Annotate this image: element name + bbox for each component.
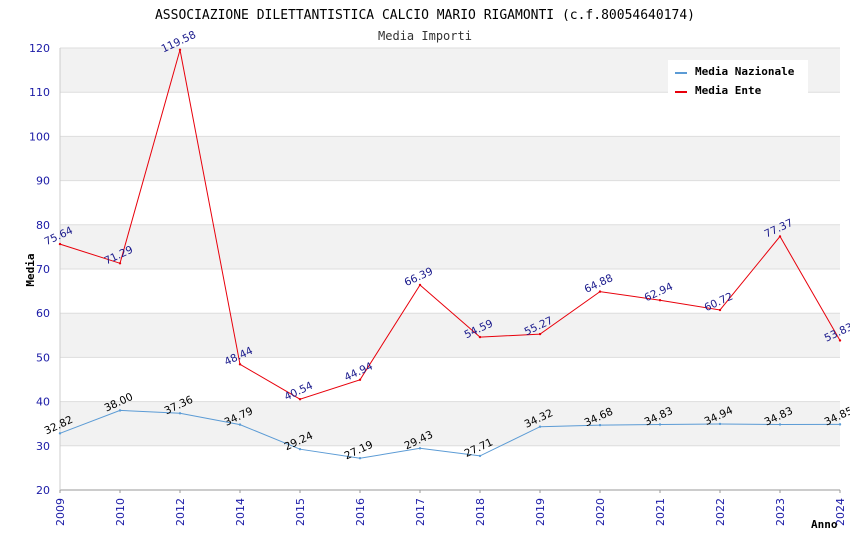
data-point — [658, 423, 662, 426]
data-point — [238, 363, 242, 366]
y-axis-label: Media — [24, 253, 37, 286]
y-tick-label: 40 — [36, 396, 50, 409]
x-tick-label: 2022 — [714, 498, 727, 526]
grid-bands — [60, 48, 840, 490]
data-point — [238, 423, 242, 426]
y-tick-label: 20 — [36, 484, 50, 497]
data-point — [58, 432, 62, 435]
x-tick-label: 2019 — [534, 498, 547, 526]
chart-title: ASSOCIAZIONE DILETTANTISTICA CALCIO MARI… — [155, 8, 695, 23]
data-point — [418, 447, 422, 450]
x-tick-label: 2010 — [114, 498, 127, 526]
series-lines — [58, 48, 842, 460]
grid-band — [60, 180, 840, 225]
data-point — [58, 242, 62, 246]
y-tick-label: 50 — [36, 351, 50, 364]
x-tick-label: 2012 — [174, 498, 187, 526]
y-tick-label: 30 — [36, 440, 50, 453]
y-tick-label: 80 — [36, 219, 50, 232]
data-point — [118, 262, 122, 265]
chart-subtitle: Media Importi — [378, 29, 472, 43]
data-point — [718, 422, 722, 426]
data-point — [778, 423, 782, 426]
data-point — [598, 290, 602, 293]
grid-band — [60, 92, 840, 137]
legend-label-media-nazionale: Media Nazionale — [695, 65, 795, 78]
x-tick-label: 2014 — [234, 498, 247, 526]
x-tick-label: 2021 — [654, 498, 667, 526]
x-tick-label: 2023 — [774, 498, 787, 526]
x-tick-label: 2017 — [414, 498, 427, 526]
x-axis-label: Anno — [811, 518, 838, 531]
data-point — [118, 409, 122, 412]
data-point — [358, 457, 362, 460]
data-point — [298, 398, 302, 401]
series-line-media-nazionale — [59, 409, 841, 459]
data-point — [298, 447, 302, 451]
legend-box — [668, 60, 808, 96]
data-point — [478, 335, 482, 339]
grid-band — [60, 357, 840, 402]
x-tick-label: 2015 — [294, 498, 307, 526]
x-tick-label: 2016 — [354, 498, 367, 526]
data-point — [598, 423, 602, 427]
x-tick-label: 2018 — [474, 498, 487, 526]
grid-band — [60, 269, 840, 314]
data-point — [178, 48, 182, 52]
series-line-media-ente — [59, 49, 841, 400]
data-point — [718, 308, 722, 312]
grid-band — [60, 445, 840, 490]
y-tick-label: 110 — [29, 86, 50, 99]
y-tick-label: 100 — [29, 130, 50, 143]
data-point — [418, 283, 422, 287]
grid-band — [60, 224, 840, 269]
x-tick-label: 2024 — [834, 498, 847, 526]
legend: Media Nazionale Media Ente — [668, 60, 808, 97]
y-tick-label: 120 — [29, 42, 50, 55]
legend-label-media-ente: Media Ente — [695, 84, 762, 97]
data-point — [658, 299, 662, 302]
grid-band — [60, 313, 840, 358]
data-point — [478, 454, 482, 458]
data-point — [358, 378, 362, 381]
data-point — [838, 423, 842, 426]
data-point — [778, 235, 782, 238]
x-tick-label: 2020 — [594, 498, 607, 526]
y-tick-label: 60 — [36, 307, 50, 320]
x-axis-ticks: 2009 2010 2012 2014 2015 2016 2017 2018 2019 2020… — [54, 490, 847, 526]
data-point — [178, 412, 182, 415]
grid-band — [60, 136, 840, 181]
x-tick-label: 2009 — [54, 498, 67, 526]
y-tick-label: 70 — [36, 263, 50, 276]
y-tick-label: 90 — [36, 175, 50, 188]
data-point — [538, 332, 542, 336]
data-point — [538, 425, 542, 428]
data-point — [838, 339, 842, 342]
y-axis-ticks: 20 30 40 50 60 70 80 90 100 110 120 — [29, 42, 50, 497]
